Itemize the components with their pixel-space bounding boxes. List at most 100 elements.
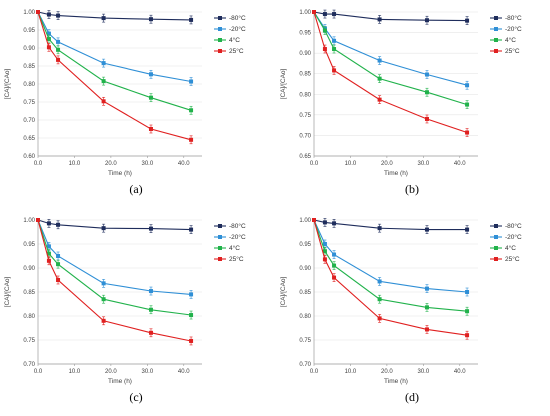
panel-caption-b: (b) <box>405 182 419 196</box>
legend-label: 25°C <box>505 255 520 263</box>
data-point <box>148 289 153 294</box>
y-tick-label: 1.00 <box>299 218 311 224</box>
legend-swatch-marker <box>494 27 498 31</box>
series-line <box>313 11 468 86</box>
data-point <box>148 17 153 22</box>
legend-swatch-marker <box>218 49 222 53</box>
data-point <box>465 18 470 23</box>
legend-label: -80°C <box>229 222 246 230</box>
y-tick-label: 0.85 <box>23 64 35 70</box>
data-point <box>148 307 153 312</box>
data-point <box>189 17 194 22</box>
data-point <box>465 227 470 232</box>
y-tick-label: 0.85 <box>299 72 311 78</box>
legend-swatch-marker <box>494 16 498 20</box>
data-point <box>148 330 153 335</box>
data-point <box>424 116 429 121</box>
line-chart-d: 0.70 0.75 0.80 0.85 0.90 0.95 1.00 0.0 10.0 20.0 3… <box>280 218 522 385</box>
data-point <box>46 31 51 36</box>
data-point <box>332 38 337 43</box>
series-line <box>313 11 468 134</box>
x-tick-label: 10.0 <box>345 369 357 375</box>
legend-label: -20°C <box>505 233 522 241</box>
legend-label: -80°C <box>505 14 522 22</box>
y-tick-label: 0.90 <box>23 46 35 52</box>
y-tick-label: 0.75 <box>299 338 311 344</box>
data-point <box>377 97 382 102</box>
y-tick-label: 0.75 <box>23 100 35 106</box>
chart-panel-d: 0.70 0.75 0.80 0.85 0.90 0.95 1.00 0.0 10.0 20.0 3… <box>276 208 548 411</box>
x-tick-label: 0.0 <box>310 161 319 167</box>
y-tick-label: 0.60 <box>23 154 35 160</box>
data-point <box>56 57 61 62</box>
legend-label: -20°C <box>229 25 246 33</box>
panel-caption-d: (d) <box>405 390 419 404</box>
series-line <box>313 11 468 106</box>
legend-swatch-marker <box>218 16 222 20</box>
legend-label: 25°C <box>505 47 520 55</box>
data-point <box>101 318 106 323</box>
legend-swatch-marker <box>218 38 222 42</box>
legend-swatch-marker <box>218 27 222 31</box>
data-point <box>148 127 153 131</box>
data-point <box>332 275 337 280</box>
series-line <box>37 11 192 111</box>
data-point <box>56 39 61 44</box>
x-tick-label: 30.0 <box>141 369 153 375</box>
data-point <box>189 313 194 318</box>
legend-label: 4°C <box>229 244 240 252</box>
data-point <box>332 47 337 52</box>
chart-panel-c: 0.70 0.75 0.80 0.85 0.90 0.95 1.00 0.0 10.0 20.0 3… <box>0 208 272 411</box>
y-tick-label: 0.90 <box>299 266 311 272</box>
y-tick-label: 0.95 <box>23 28 35 34</box>
data-point <box>56 222 61 227</box>
x-tick-label: 20.0 <box>381 161 393 167</box>
legend-swatch-marker <box>494 257 498 261</box>
data-point <box>322 220 327 225</box>
data-point <box>312 218 316 222</box>
data-point <box>424 72 429 77</box>
data-point <box>465 290 470 294</box>
line-chart-b: 0.65 0.70 0.75 0.80 0.85 0.90 0.95 1.00 0.0 10.0 2… <box>280 9 522 177</box>
data-point <box>424 327 429 332</box>
data-point <box>465 309 470 314</box>
data-point <box>101 61 106 66</box>
data-point <box>101 281 106 286</box>
data-point <box>322 47 327 52</box>
y-tick-label: 0.95 <box>23 242 35 248</box>
y-tick-label: 1.00 <box>23 218 35 224</box>
data-point <box>465 333 470 338</box>
y-axis-label: [CA]/[CAo] <box>280 68 287 99</box>
data-point <box>56 47 61 52</box>
series-line <box>313 219 468 336</box>
series-line <box>37 219 192 295</box>
x-tick-label: 40.0 <box>178 369 190 375</box>
data-point <box>189 137 194 142</box>
data-point <box>377 17 382 22</box>
data-point <box>424 227 429 232</box>
data-point <box>332 68 337 73</box>
data-point <box>148 95 153 100</box>
y-tick-label: 1.00 <box>299 10 311 16</box>
series-line <box>313 219 468 293</box>
y-tick-label: 0.80 <box>23 82 35 88</box>
legend-swatch-marker <box>494 49 498 53</box>
x-axis-label: Time (h) <box>108 378 132 385</box>
data-point <box>322 28 327 33</box>
line-chart-a: 0.60 0.65 0.70 0.75 0.80 0.85 0.90 0.95 1.00 0.0 1… <box>4 10 246 177</box>
data-point <box>56 13 61 18</box>
data-point <box>56 262 61 267</box>
legend-swatch-marker <box>494 38 498 42</box>
y-tick-label: 0.80 <box>23 314 35 320</box>
series-line <box>313 11 468 22</box>
data-point <box>332 221 337 226</box>
data-point <box>322 242 327 246</box>
y-tick-label: 0.70 <box>23 362 35 368</box>
data-point <box>189 79 194 84</box>
x-tick-label: 0.0 <box>310 369 319 375</box>
data-point <box>424 286 429 291</box>
data-point <box>148 226 153 231</box>
x-tick-label: 40.0 <box>454 369 466 375</box>
y-tick-label: 0.70 <box>299 133 311 139</box>
data-point <box>377 297 382 302</box>
